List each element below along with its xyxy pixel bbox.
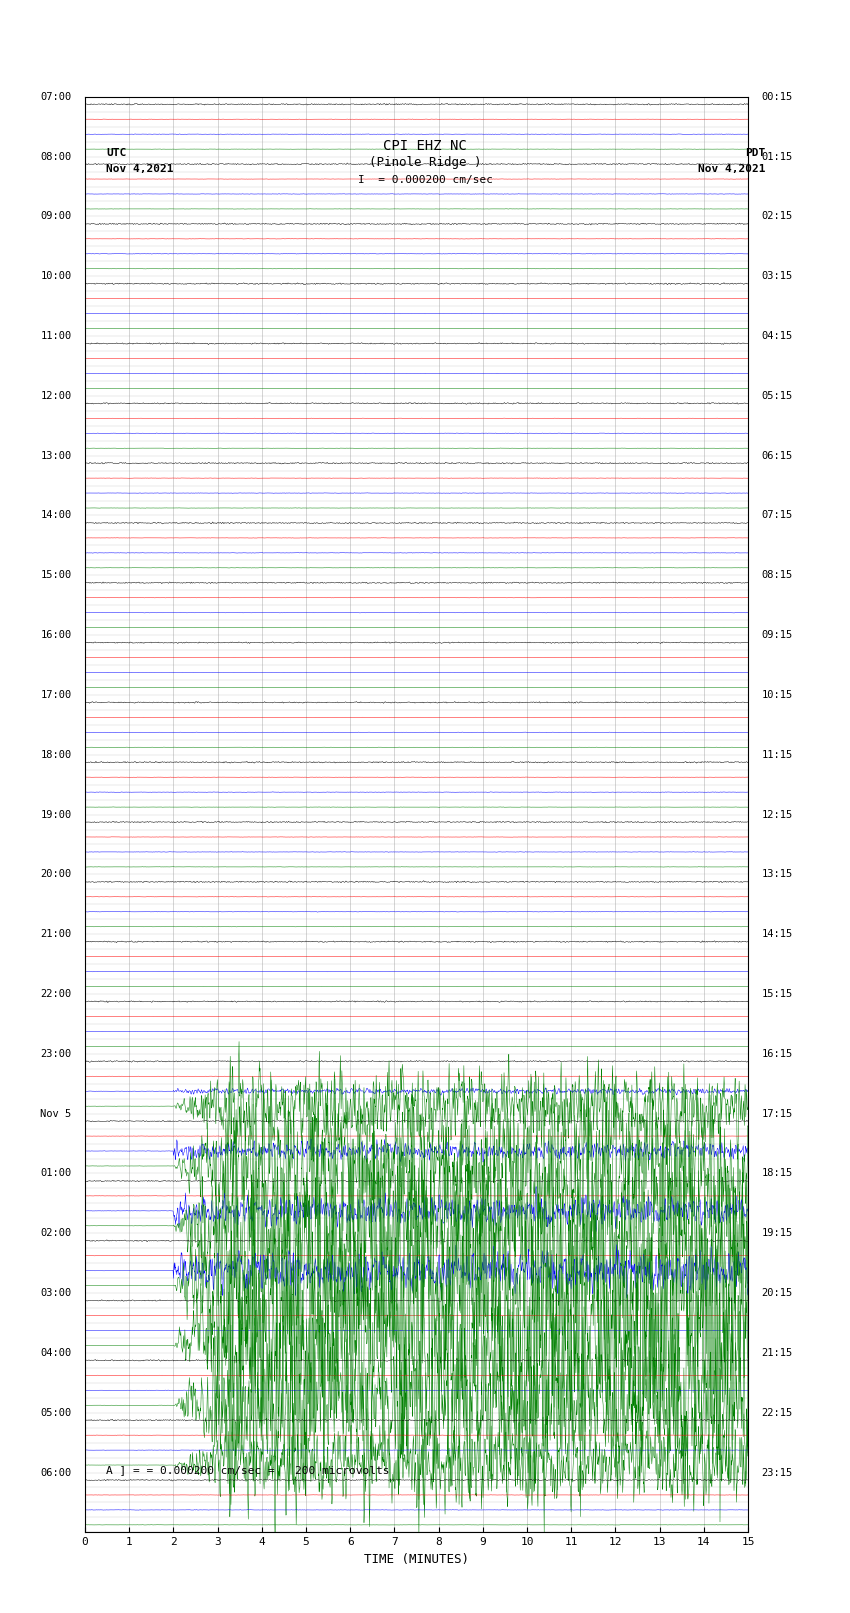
Text: 11:15: 11:15 — [762, 750, 792, 760]
Text: 04:15: 04:15 — [762, 331, 792, 340]
Text: 23:00: 23:00 — [41, 1048, 71, 1058]
Text: 10:15: 10:15 — [762, 690, 792, 700]
Text: 20:00: 20:00 — [41, 869, 71, 879]
Text: 19:15: 19:15 — [762, 1227, 792, 1239]
Text: 08:15: 08:15 — [762, 571, 792, 581]
Text: 09:00: 09:00 — [41, 211, 71, 221]
Text: Nov 4,2021: Nov 4,2021 — [106, 165, 173, 174]
Text: 01:00: 01:00 — [41, 1168, 71, 1179]
Text: 17:00: 17:00 — [41, 690, 71, 700]
Text: 18:15: 18:15 — [762, 1168, 792, 1179]
Text: Nov 4,2021: Nov 4,2021 — [698, 165, 765, 174]
Text: 19:00: 19:00 — [41, 810, 71, 819]
Text: (Pinole Ridge ): (Pinole Ridge ) — [369, 156, 481, 169]
Text: 23:15: 23:15 — [762, 1468, 792, 1478]
Text: 16:15: 16:15 — [762, 1048, 792, 1058]
Text: CPI EHZ NC: CPI EHZ NC — [383, 139, 467, 153]
Text: 13:00: 13:00 — [41, 450, 71, 461]
Text: 12:15: 12:15 — [762, 810, 792, 819]
Text: 03:15: 03:15 — [762, 271, 792, 281]
Text: 18:00: 18:00 — [41, 750, 71, 760]
Text: PDT: PDT — [745, 148, 765, 158]
Text: 11:00: 11:00 — [41, 331, 71, 340]
Text: 15:15: 15:15 — [762, 989, 792, 998]
Text: 08:00: 08:00 — [41, 152, 71, 161]
Text: 01:15: 01:15 — [762, 152, 792, 161]
Text: 22:15: 22:15 — [762, 1408, 792, 1418]
X-axis label: TIME (MINUTES): TIME (MINUTES) — [364, 1553, 469, 1566]
Text: I  = 0.000200 cm/sec: I = 0.000200 cm/sec — [358, 176, 492, 185]
Text: 07:00: 07:00 — [41, 92, 71, 102]
Text: 02:15: 02:15 — [762, 211, 792, 221]
Text: Nov 5: Nov 5 — [41, 1108, 71, 1119]
Text: 17:15: 17:15 — [762, 1108, 792, 1119]
Text: 22:00: 22:00 — [41, 989, 71, 998]
Text: 20:15: 20:15 — [762, 1289, 792, 1298]
Text: 06:00: 06:00 — [41, 1468, 71, 1478]
Text: 14:00: 14:00 — [41, 510, 71, 521]
Text: 02:00: 02:00 — [41, 1227, 71, 1239]
Text: 07:15: 07:15 — [762, 510, 792, 521]
Text: 06:15: 06:15 — [762, 450, 792, 461]
Text: 21:15: 21:15 — [762, 1348, 792, 1358]
Text: 00:15: 00:15 — [762, 92, 792, 102]
Text: 16:00: 16:00 — [41, 631, 71, 640]
Text: 12:00: 12:00 — [41, 390, 71, 402]
Text: A ] = = 0.000200 cm/sec =   200 microvolts: A ] = = 0.000200 cm/sec = 200 microvolts — [106, 1465, 390, 1474]
Text: UTC: UTC — [106, 148, 127, 158]
Text: 13:15: 13:15 — [762, 869, 792, 879]
Text: 04:00: 04:00 — [41, 1348, 71, 1358]
Text: 05:15: 05:15 — [762, 390, 792, 402]
Text: 15:00: 15:00 — [41, 571, 71, 581]
Text: 05:00: 05:00 — [41, 1408, 71, 1418]
Text: 03:00: 03:00 — [41, 1289, 71, 1298]
Text: 10:00: 10:00 — [41, 271, 71, 281]
Text: 09:15: 09:15 — [762, 631, 792, 640]
Text: 21:00: 21:00 — [41, 929, 71, 939]
Text: 14:15: 14:15 — [762, 929, 792, 939]
